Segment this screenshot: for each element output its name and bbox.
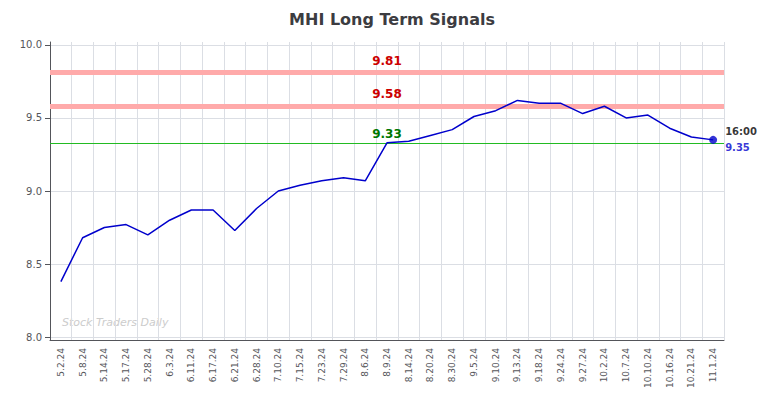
- svg-text:9.5.24: 9.5.24: [469, 348, 479, 377]
- svg-text:11.1.24: 11.1.24: [708, 348, 718, 383]
- svg-text:6.21.24: 6.21.24: [230, 348, 240, 383]
- svg-text:10.10.24: 10.10.24: [643, 348, 653, 388]
- svg-text:7.10.24: 7.10.24: [273, 348, 283, 383]
- svg-text:9.13.24: 9.13.24: [512, 348, 522, 383]
- svg-text:8.14.24: 8.14.24: [404, 348, 414, 383]
- svg-text:10.2.24: 10.2.24: [599, 348, 609, 383]
- svg-text:7.29.24: 7.29.24: [339, 348, 349, 383]
- svg-text:9.81: 9.81: [372, 54, 402, 68]
- svg-text:10.16.24: 10.16.24: [665, 348, 675, 388]
- svg-text:MHI Long Term Signals: MHI Long Term Signals: [289, 10, 495, 29]
- svg-text:9.10.24: 9.10.24: [491, 348, 501, 383]
- svg-text:9.5: 9.5: [26, 112, 42, 123]
- svg-text:9.18.24: 9.18.24: [534, 348, 544, 383]
- svg-text:5.8.24: 5.8.24: [78, 348, 88, 377]
- svg-text:8.30.24: 8.30.24: [447, 348, 457, 383]
- svg-text:9.0: 9.0: [26, 186, 42, 197]
- svg-text:9.33: 9.33: [372, 127, 402, 141]
- svg-text:9.58: 9.58: [372, 87, 402, 101]
- svg-text:6.11.24: 6.11.24: [186, 348, 196, 383]
- svg-text:8.5: 8.5: [26, 259, 42, 270]
- svg-text:5.17.24: 5.17.24: [121, 348, 131, 383]
- svg-text:7.23.24: 7.23.24: [317, 348, 327, 383]
- svg-text:9.27.24: 9.27.24: [578, 348, 588, 383]
- svg-text:6.17.24: 6.17.24: [208, 348, 218, 383]
- svg-text:10.7.24: 10.7.24: [621, 348, 631, 383]
- svg-text:7.15.24: 7.15.24: [295, 348, 305, 383]
- svg-text:5.14.24: 5.14.24: [99, 348, 109, 383]
- svg-text:16:00: 16:00: [725, 126, 757, 137]
- svg-text:Stock Traders Daily: Stock Traders Daily: [62, 316, 169, 329]
- svg-text:10.21.24: 10.21.24: [686, 348, 696, 388]
- svg-text:8.6.24: 8.6.24: [360, 348, 370, 377]
- svg-text:8.0: 8.0: [26, 332, 42, 343]
- svg-text:5.28.24: 5.28.24: [143, 348, 153, 383]
- svg-text:9.24.24: 9.24.24: [556, 348, 566, 383]
- svg-text:5.2.24: 5.2.24: [56, 348, 66, 377]
- svg-text:8.9.24: 8.9.24: [382, 348, 392, 377]
- svg-text:6.28.24: 6.28.24: [252, 348, 262, 383]
- svg-text:9.35: 9.35: [725, 142, 750, 153]
- svg-text:8.20.24: 8.20.24: [425, 348, 435, 383]
- svg-text:10.0: 10.0: [20, 39, 42, 50]
- svg-text:6.3.24: 6.3.24: [165, 348, 175, 377]
